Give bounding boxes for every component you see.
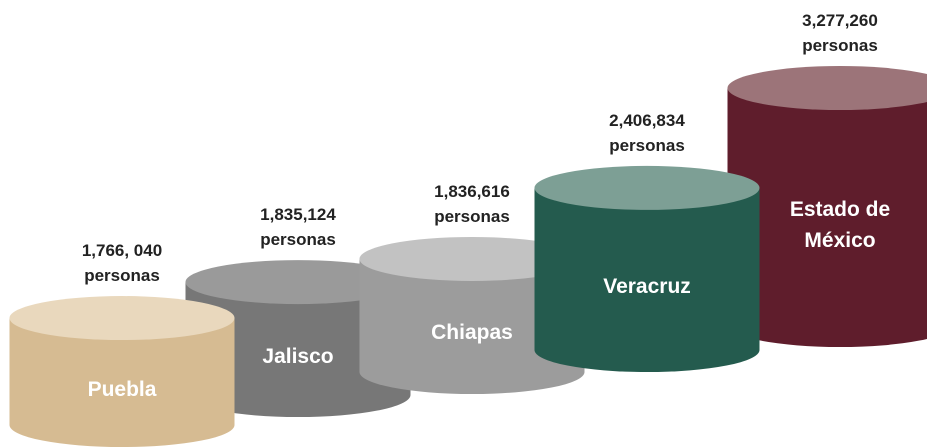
- cylinder-top: [9, 296, 235, 341]
- cylinder-body: [534, 187, 760, 373]
- cylinder-top: [185, 260, 411, 305]
- value-label: 2,406,834 personas: [609, 110, 685, 155]
- category-label: Chiapas: [431, 321, 513, 345]
- value-label: 1,836,616 personas: [434, 181, 510, 226]
- cylinder-body: [9, 318, 235, 447]
- cylinder-top: [534, 165, 760, 210]
- category-label: Estado de México: [789, 197, 891, 252]
- cylinder-body: [185, 282, 411, 417]
- category-label: Jalisco: [262, 344, 334, 368]
- value-label: 1,835,124 personas: [260, 205, 336, 250]
- cylinder-top: [727, 66, 927, 110]
- cylinder-body: [359, 258, 585, 395]
- cylinder-top: [359, 236, 585, 281]
- value-label: 1,766, 040 personas: [81, 241, 163, 286]
- category-label: Veracruz: [603, 274, 691, 298]
- category-label: Puebla: [87, 377, 157, 401]
- value-label: 3,277,260 personas: [802, 11, 878, 55]
- cylinder-body: [727, 88, 927, 347]
